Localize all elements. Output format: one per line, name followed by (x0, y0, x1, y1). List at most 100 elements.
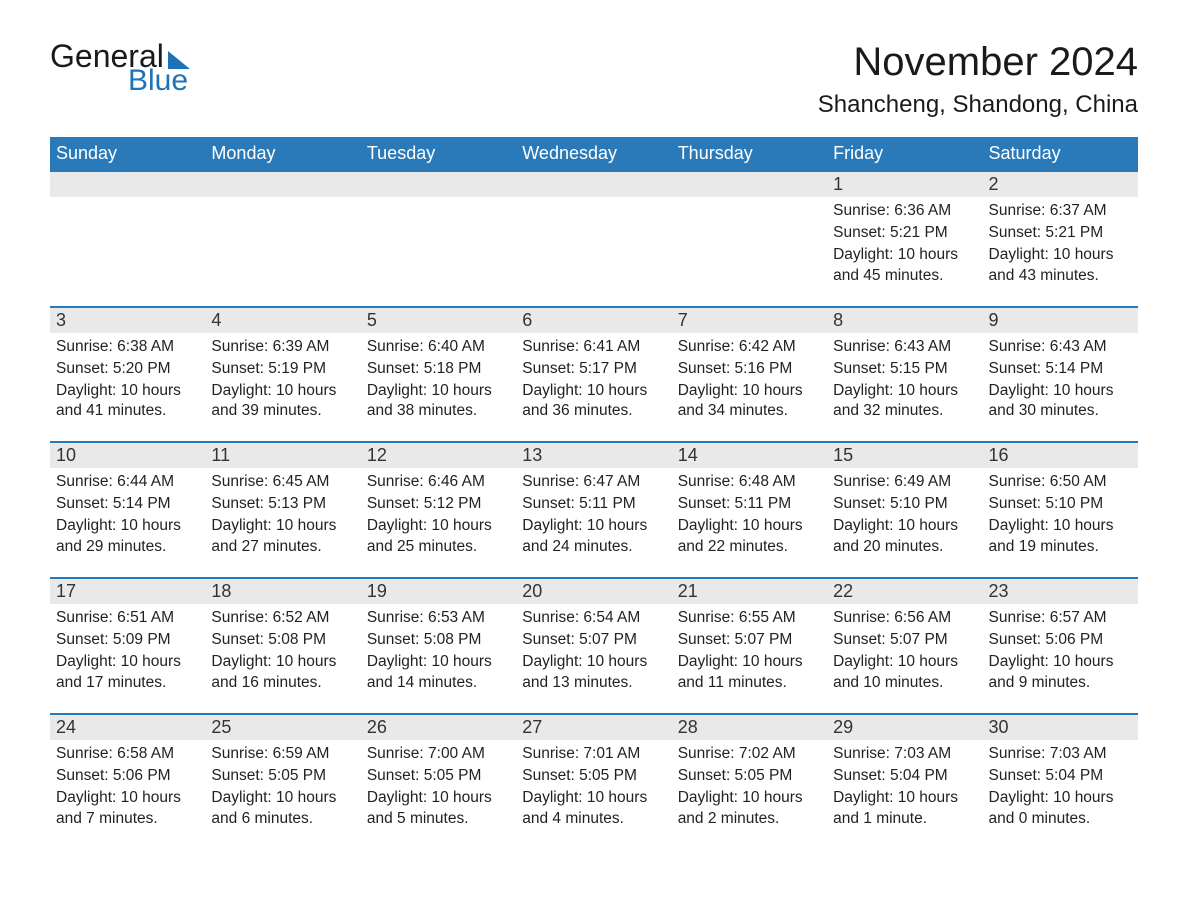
sunrise-text: Sunrise: 6:38 AM (56, 337, 199, 358)
daylight-text: Daylight: 10 hours and 9 minutes. (989, 652, 1132, 694)
day-detail-cell: Sunrise: 6:39 AMSunset: 5:19 PMDaylight:… (205, 333, 360, 443)
day-detail-cell: Sunrise: 7:02 AMSunset: 5:05 PMDaylight:… (672, 740, 827, 849)
sunset-text: Sunset: 5:10 PM (989, 494, 1132, 515)
sunset-text: Sunset: 5:11 PM (522, 494, 665, 515)
day-detail-cell: Sunrise: 6:44 AMSunset: 5:14 PMDaylight:… (50, 468, 205, 578)
day-number-cell: 7 (672, 307, 827, 333)
day-number: 18 (211, 581, 231, 601)
week-daynum-row: 17181920212223 (50, 578, 1138, 604)
day-number: 20 (522, 581, 542, 601)
sunset-text: Sunset: 5:09 PM (56, 630, 199, 651)
daylight-text: Daylight: 10 hours and 36 minutes. (522, 381, 665, 423)
calendar-table: Sunday Monday Tuesday Wednesday Thursday… (50, 137, 1138, 848)
day-number: 5 (367, 310, 377, 330)
day-detail-cell: Sunrise: 6:47 AMSunset: 5:11 PMDaylight:… (516, 468, 671, 578)
week-daynum-row: 3456789 (50, 307, 1138, 333)
day-detail-cell: Sunrise: 6:42 AMSunset: 5:16 PMDaylight:… (672, 333, 827, 443)
daylight-text: Daylight: 10 hours and 5 minutes. (367, 788, 510, 830)
day-detail-cell: Sunrise: 6:54 AMSunset: 5:07 PMDaylight:… (516, 604, 671, 714)
sunrise-text: Sunrise: 6:49 AM (833, 472, 976, 493)
week-daynum-row: 12 (50, 171, 1138, 197)
day-number-cell: 3 (50, 307, 205, 333)
sunset-text: Sunset: 5:04 PM (833, 766, 976, 787)
day-number-cell: 27 (516, 714, 671, 740)
sunrise-text: Sunrise: 6:42 AM (678, 337, 821, 358)
day-detail-cell (205, 197, 360, 307)
sunrise-text: Sunrise: 6:43 AM (833, 337, 976, 358)
daylight-text: Daylight: 10 hours and 0 minutes. (989, 788, 1132, 830)
day-number-cell (516, 171, 671, 197)
day-number-cell: 2 (983, 171, 1138, 197)
sunset-text: Sunset: 5:06 PM (56, 766, 199, 787)
day-number-cell: 1 (827, 171, 982, 197)
sunrise-text: Sunrise: 6:53 AM (367, 608, 510, 629)
sunrise-text: Sunrise: 6:45 AM (211, 472, 354, 493)
day-number: 19 (367, 581, 387, 601)
day-detail-cell: Sunrise: 6:50 AMSunset: 5:10 PMDaylight:… (983, 468, 1138, 578)
week-daynum-row: 24252627282930 (50, 714, 1138, 740)
daylight-text: Daylight: 10 hours and 22 minutes. (678, 516, 821, 558)
day-detail-cell: Sunrise: 7:00 AMSunset: 5:05 PMDaylight:… (361, 740, 516, 849)
day-number: 13 (522, 445, 542, 465)
day-number-cell: 18 (205, 578, 360, 604)
day-number: 10 (56, 445, 76, 465)
daylight-text: Daylight: 10 hours and 14 minutes. (367, 652, 510, 694)
week-detail-row: Sunrise: 6:51 AMSunset: 5:09 PMDaylight:… (50, 604, 1138, 714)
day-number-cell (361, 171, 516, 197)
daylight-text: Daylight: 10 hours and 45 minutes. (833, 245, 976, 287)
day-number: 3 (56, 310, 66, 330)
day-number: 6 (522, 310, 532, 330)
day-number-cell: 9 (983, 307, 1138, 333)
sunset-text: Sunset: 5:08 PM (367, 630, 510, 651)
day-detail-cell: Sunrise: 7:03 AMSunset: 5:04 PMDaylight:… (983, 740, 1138, 849)
weekday-header: Sunday (50, 137, 205, 171)
daylight-text: Daylight: 10 hours and 16 minutes. (211, 652, 354, 694)
sunrise-text: Sunrise: 6:46 AM (367, 472, 510, 493)
day-number-cell: 24 (50, 714, 205, 740)
day-detail-cell: Sunrise: 6:52 AMSunset: 5:08 PMDaylight:… (205, 604, 360, 714)
weekday-header: Thursday (672, 137, 827, 171)
sunset-text: Sunset: 5:11 PM (678, 494, 821, 515)
daylight-text: Daylight: 10 hours and 11 minutes. (678, 652, 821, 694)
day-number: 15 (833, 445, 853, 465)
daylight-text: Daylight: 10 hours and 20 minutes. (833, 516, 976, 558)
day-number: 11 (211, 445, 230, 465)
day-detail-cell: Sunrise: 6:48 AMSunset: 5:11 PMDaylight:… (672, 468, 827, 578)
sunset-text: Sunset: 5:18 PM (367, 359, 510, 380)
sunrise-text: Sunrise: 7:01 AM (522, 744, 665, 765)
day-detail-cell: Sunrise: 7:03 AMSunset: 5:04 PMDaylight:… (827, 740, 982, 849)
logo-word-2: Blue (128, 66, 190, 96)
sunset-text: Sunset: 5:04 PM (989, 766, 1132, 787)
day-detail-cell: Sunrise: 7:01 AMSunset: 5:05 PMDaylight:… (516, 740, 671, 849)
daylight-text: Daylight: 10 hours and 27 minutes. (211, 516, 354, 558)
day-number: 27 (522, 717, 542, 737)
sunrise-text: Sunrise: 6:54 AM (522, 608, 665, 629)
sunrise-text: Sunrise: 6:41 AM (522, 337, 665, 358)
weekday-header-row: Sunday Monday Tuesday Wednesday Thursday… (50, 137, 1138, 171)
day-number: 14 (678, 445, 698, 465)
day-detail-cell: Sunrise: 6:45 AMSunset: 5:13 PMDaylight:… (205, 468, 360, 578)
sunset-text: Sunset: 5:05 PM (678, 766, 821, 787)
day-detail-cell (516, 197, 671, 307)
day-detail-cell: Sunrise: 6:49 AMSunset: 5:10 PMDaylight:… (827, 468, 982, 578)
month-title: November 2024 (818, 40, 1138, 85)
sunrise-text: Sunrise: 6:36 AM (833, 201, 976, 222)
daylight-text: Daylight: 10 hours and 17 minutes. (56, 652, 199, 694)
sunrise-text: Sunrise: 6:40 AM (367, 337, 510, 358)
logo-triangle-icon (168, 51, 190, 69)
daylight-text: Daylight: 10 hours and 19 minutes. (989, 516, 1132, 558)
daylight-text: Daylight: 10 hours and 24 minutes. (522, 516, 665, 558)
day-number: 26 (367, 717, 387, 737)
day-detail-cell: Sunrise: 6:43 AMSunset: 5:15 PMDaylight:… (827, 333, 982, 443)
location-subtitle: Shancheng, Shandong, China (818, 91, 1138, 119)
day-number-cell: 23 (983, 578, 1138, 604)
daylight-text: Daylight: 10 hours and 25 minutes. (367, 516, 510, 558)
day-number: 2 (989, 174, 999, 194)
sunrise-text: Sunrise: 7:00 AM (367, 744, 510, 765)
weekday-header: Friday (827, 137, 982, 171)
day-number-cell: 26 (361, 714, 516, 740)
sunset-text: Sunset: 5:21 PM (833, 223, 976, 244)
day-number: 12 (367, 445, 387, 465)
sunrise-text: Sunrise: 6:39 AM (211, 337, 354, 358)
sunrise-text: Sunrise: 6:47 AM (522, 472, 665, 493)
